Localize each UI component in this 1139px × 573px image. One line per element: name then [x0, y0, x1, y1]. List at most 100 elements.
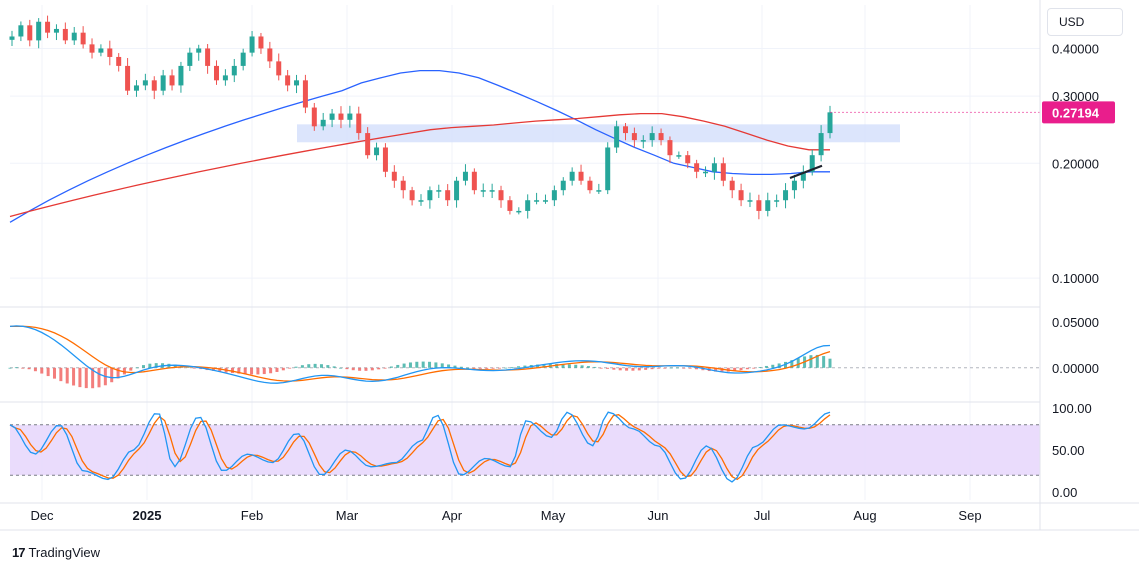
candle-body [783, 190, 789, 201]
macd-histogram-bar [72, 367, 76, 386]
macd-histogram-bar [364, 367, 368, 371]
last-price-tag [1042, 101, 1115, 124]
macd-histogram-bar [78, 367, 82, 388]
candle-body [53, 28, 59, 33]
macd-histogram-bar [389, 366, 393, 368]
macd-histogram-bar [440, 363, 444, 368]
macd-histogram-bar [809, 355, 813, 368]
rsi-pane [9, 411, 1040, 483]
candle-body [98, 48, 104, 53]
macd-histogram-bar [326, 365, 330, 368]
price-tick-label: 0.20000 [1052, 156, 1099, 171]
macd-histogram-bar [281, 367, 285, 371]
candle-body [445, 190, 451, 201]
macd-histogram-bar [752, 367, 756, 369]
macd-histogram-bar [714, 367, 718, 372]
macd-histogram-bar [695, 367, 699, 370]
time-tick-label: Dec [30, 508, 54, 523]
candle-body [311, 107, 317, 127]
candle-body [329, 113, 335, 120]
candle-body [187, 52, 193, 66]
macd-histogram-bar [764, 365, 768, 368]
candle-body [720, 163, 726, 181]
macd-histogram-bar [218, 367, 222, 372]
macd-histogram-bar [59, 367, 63, 382]
candle-body [71, 32, 77, 41]
candle-body [649, 133, 655, 141]
macd-histogram-bar [472, 367, 476, 369]
candle-body [382, 147, 388, 172]
candle-body [133, 85, 139, 91]
candle-body [774, 200, 780, 202]
macd-histogram-bar [52, 367, 56, 379]
time-tick-label: Apr [442, 508, 463, 523]
time-tick-label: Jul [754, 508, 771, 523]
macd-histogram-bar [339, 367, 343, 369]
macd-histogram-bar [319, 364, 323, 368]
candle-body [285, 75, 291, 86]
candle-body [738, 190, 744, 201]
candle-body [116, 56, 122, 66]
candle-body [89, 44, 95, 53]
macd-histogram-bar [370, 367, 374, 371]
candle-body [151, 80, 157, 91]
candle-body [489, 190, 495, 192]
candle-body [169, 75, 175, 86]
macd-histogram-bar [148, 363, 152, 368]
tradingview-logo-icon: 17 [12, 544, 26, 560]
price-tick-label: 0.30000 [1052, 89, 1099, 104]
ma-blue-line [9, 69, 830, 223]
macd-histogram-bar [313, 363, 317, 368]
macd-histogram-bar [186, 366, 190, 368]
candle-body [160, 75, 166, 91]
last-price-label: 0.27194 [1052, 105, 1100, 120]
macd-histogram-bar [745, 367, 749, 370]
stoch-tick-label: 0.00 [1052, 485, 1077, 500]
candle-body [240, 52, 246, 66]
macd-histogram-bar [415, 361, 419, 368]
time-tick-label: Sep [958, 508, 981, 523]
candle-body [9, 36, 15, 40]
macd-histogram-bar [504, 367, 508, 369]
support-zone [297, 124, 900, 143]
macd-histogram-bar [421, 361, 425, 368]
macd-histogram-bar [523, 365, 527, 368]
candle-body [36, 21, 42, 41]
macd-histogram-bar [110, 367, 114, 383]
currency-selector[interactable]: USD [1047, 8, 1123, 36]
candle-body [391, 171, 397, 181]
macd-histogram-bar [288, 367, 292, 369]
macd-histogram-bar [237, 367, 241, 374]
macd-histogram-bar [192, 367, 196, 369]
macd-histogram-bar [262, 367, 266, 375]
macd-histogram-bar [269, 367, 273, 374]
candle-body [551, 190, 557, 201]
brand[interactable]: 17 TradingView [12, 544, 100, 560]
macd-histogram-bar [758, 367, 762, 368]
candle-body [45, 21, 51, 33]
candle-body [356, 113, 362, 134]
candle-body [302, 80, 308, 108]
macd-histogram-bar [580, 365, 584, 368]
candle-body [560, 180, 566, 191]
macd-histogram-bar [250, 367, 254, 375]
candle-body [631, 133, 637, 141]
macd-histogram-bar [555, 363, 559, 368]
candle-body [747, 200, 753, 202]
candle-body [409, 190, 415, 201]
axes: 0.40000 0.30000 0.20000 0.10000 0.27194 Dec 20… [0, 0, 1139, 531]
stoch-tick-label: 50.00 [1052, 443, 1085, 458]
macd-histogram-bar [27, 367, 31, 370]
candle-body [231, 65, 237, 76]
candle-body [578, 171, 584, 181]
candle-body [809, 155, 815, 172]
macd-histogram-bar [402, 363, 406, 368]
macd-histogram-bar [510, 367, 514, 368]
candle-body [80, 32, 86, 45]
macd-histogram-bar [637, 367, 641, 371]
candle-body [222, 75, 228, 81]
candle-body [614, 126, 620, 148]
candle-body [498, 190, 504, 201]
candle-body [756, 200, 762, 211]
candle-body [196, 48, 202, 53]
